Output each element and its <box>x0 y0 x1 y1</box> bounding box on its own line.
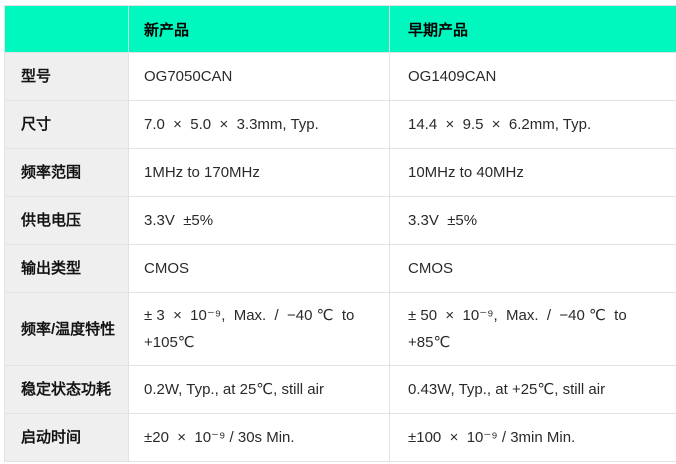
spec-value-new: 3.3V ±5% <box>128 196 390 245</box>
header-new-product: 新产品 <box>128 5 390 53</box>
spec-value-early: 10MHz to 40MHz <box>389 148 676 197</box>
table-body: 型号 OG7050CAN OG1409CAN 尺寸 7.0 × 5.0 × 3.3mm,… <box>4 52 676 462</box>
spec-label: 尺寸 <box>4 100 129 149</box>
spec-value-new: 0.2W, Typ., at 25℃, still air <box>128 365 390 414</box>
spec-value-new: 1MHz to 170MHz <box>128 148 390 197</box>
table-header: 新产品 早期产品 <box>4 5 676 53</box>
spec-value-new: 7.0 × 5.0 × 3.3mm, Typ. <box>128 100 390 149</box>
table-row: 稳定状态功耗 0.2W, Typ., at 25℃, still air 0.43W… <box>4 365 676 414</box>
spec-value-new: ± 3 × 10⁻⁹, Max. / −40 ℃ to +105℃ <box>128 292 390 366</box>
spec-value-early: ± 50 × 10⁻⁹, Max. / −40 ℃ to +85℃ <box>389 292 676 366</box>
table-row: 启动时间 ±20 × 10⁻⁹ / 30s Min. ±100 × 10⁻⁹ / 3… <box>4 413 676 462</box>
table-row: 输出类型 CMOS CMOS <box>4 244 676 293</box>
spec-value-early: 3.3V ±5% <box>389 196 676 245</box>
spec-label: 供电电压 <box>4 196 129 245</box>
spec-value-early: 14.4 × 9.5 × 6.2mm, Typ. <box>389 100 676 149</box>
spec-label: 启动时间 <box>4 413 129 462</box>
table-row: 供电电压 3.3V ±5% 3.3V ±5% <box>4 196 676 245</box>
spec-value-new: OG7050CAN <box>128 52 390 101</box>
spec-value-early: 0.43W, Typ., at +25℃, still air <box>389 365 676 414</box>
spec-label: 稳定状态功耗 <box>4 365 129 414</box>
header-early-product: 早期产品 <box>389 5 676 53</box>
spec-value-new: ±20 × 10⁻⁹ / 30s Min. <box>128 413 390 462</box>
spec-value-new: CMOS <box>128 244 390 293</box>
spec-value-early: OG1409CAN <box>389 52 676 101</box>
table-row: 尺寸 7.0 × 5.0 × 3.3mm, Typ. 14.4 × 9.5 × 6.… <box>4 100 676 149</box>
spec-value-early: CMOS <box>389 244 676 293</box>
table-row: 频率/温度特性 ± 3 × 10⁻⁹, Max. / −40 ℃ to +105℃… <box>4 292 676 366</box>
header-row: 新产品 早期产品 <box>4 5 676 53</box>
spec-label: 输出类型 <box>4 244 129 293</box>
table-row: 频率范围 1MHz to 170MHz 10MHz to 40MHz <box>4 148 676 197</box>
product-comparison-table: 新产品 早期产品 型号 OG7050CAN OG1409CAN 尺寸 7.0 × 5.0… <box>4 5 676 462</box>
header-empty-cell <box>4 5 129 53</box>
spec-value-early: ±100 × 10⁻⁹ / 3min Min. <box>389 413 676 462</box>
table-row: 型号 OG7050CAN OG1409CAN <box>4 52 676 101</box>
spec-label: 型号 <box>4 52 129 101</box>
spec-label: 频率/温度特性 <box>4 292 129 366</box>
spec-label: 频率范围 <box>4 148 129 197</box>
